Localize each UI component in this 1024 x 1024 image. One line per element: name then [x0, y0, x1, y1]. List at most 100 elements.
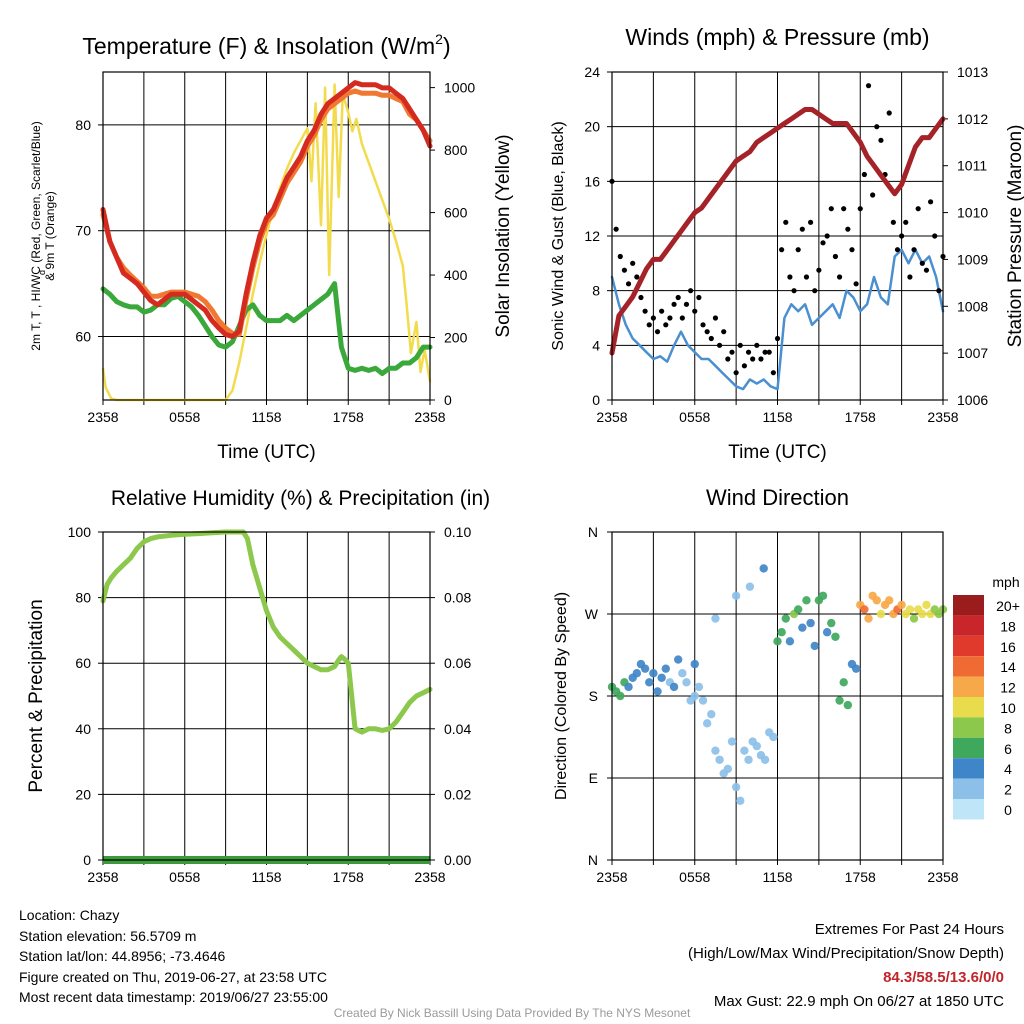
wind-direction-point	[793, 605, 803, 614]
wind-direction-point	[831, 632, 840, 641]
gust-point	[613, 226, 619, 232]
series-sonic-wind-line	[610, 248, 945, 391]
x-tick-label: 0558	[679, 409, 710, 425]
wind-direction-point	[918, 609, 927, 619]
wind-direction-point	[661, 664, 670, 673]
y2-tick-label: 0.00	[444, 852, 471, 868]
gust-point	[894, 247, 901, 253]
gust-point	[725, 356, 731, 362]
gust-point	[675, 294, 681, 301]
y-axis-label-subscript: d	[37, 270, 47, 275]
legend-swatch	[953, 697, 984, 718]
legend-label: 10	[1000, 700, 1016, 716]
chart-title: Wind Direction	[706, 485, 849, 510]
y-tick-label: 24	[584, 64, 600, 80]
legend-label: 14	[1000, 659, 1016, 675]
wind-direction-point	[785, 637, 795, 646]
gust-point	[853, 281, 859, 287]
y2-tick-label: 400	[444, 267, 468, 283]
gust-point	[688, 288, 694, 294]
max-gust-text: Max Gust: 22.9 mph On 06/27 at 1850 UTC	[713, 993, 1004, 1010]
gust-point	[659, 308, 665, 314]
wind-direction-point	[752, 741, 762, 751]
gust-point	[634, 274, 640, 280]
legend-swatch	[953, 595, 984, 616]
gust-point	[646, 322, 652, 328]
y-tick-label: 70	[75, 223, 91, 239]
gust-point	[750, 356, 756, 362]
series-relative-humidity-line	[100, 529, 433, 735]
y-axis-label-line: & 9m T (Orange)	[43, 191, 57, 281]
location-text: Location: Chazy	[19, 907, 120, 923]
x-tick-label: 1758	[845, 869, 876, 885]
y-tick-label: 0	[592, 392, 600, 408]
gust-point	[762, 349, 768, 355]
extremes-panel: Extremes For Past 24 Hours (High/Low/Max…	[688, 918, 1004, 1014]
wind-direction-point	[731, 591, 741, 600]
y-tick-label: 8	[592, 283, 600, 299]
wind-direction-point	[694, 682, 704, 692]
wind-direction-point	[698, 696, 708, 705]
latlon-text: Station lat/lon: 44.8956; -73.4646	[19, 948, 226, 964]
wind-direction-point	[715, 755, 724, 764]
gust-point	[663, 322, 669, 328]
x-tick-label: 1158	[251, 409, 281, 425]
y-tick-label: 60	[75, 329, 91, 345]
gust-point	[654, 329, 661, 335]
x-tick-label: 1158	[762, 869, 792, 885]
wind-direction-point	[678, 669, 687, 678]
y-tick-label: N	[588, 524, 598, 540]
x-tick-label: 1158	[251, 869, 281, 885]
y-tick-label: 100	[68, 524, 92, 540]
wind-direction-point	[827, 618, 836, 628]
wind-direction-point	[745, 582, 755, 591]
gust-point	[820, 240, 826, 246]
gust-point	[828, 206, 834, 212]
y2-tick-label: 800	[444, 142, 468, 158]
wind-direction-point	[860, 605, 869, 614]
x-tick-label: 0558	[169, 409, 200, 425]
x-tick-label: 2358	[414, 409, 445, 425]
wind-direction-point	[897, 600, 906, 610]
gust-point	[907, 274, 913, 280]
station-info: Location: Chazy Station elevation: 56.57…	[19, 905, 328, 1008]
legend-swatch	[953, 758, 984, 779]
wind-direction-point	[872, 596, 881, 605]
legend-label: 18	[1000, 618, 1016, 634]
wind-direction-point	[632, 669, 642, 678]
gust-point	[812, 288, 818, 294]
y2-tick-label: 1000	[444, 80, 475, 96]
gust-point	[832, 253, 839, 260]
x-tick-label: 2358	[87, 409, 118, 425]
wind-direction-point	[682, 678, 691, 687]
y-tick-label: 20	[75, 786, 91, 802]
legend-label: 8	[1004, 720, 1012, 736]
gust-point	[890, 219, 896, 225]
y2-tick-label: 0.10	[444, 524, 471, 540]
x-tick-label: 0558	[679, 869, 710, 885]
y-tick-label: 80	[75, 590, 91, 606]
gust-point	[630, 260, 636, 266]
chart-title: Relative Humidity (%) & Precipitation (i…	[111, 487, 490, 510]
legend-swatch	[953, 717, 984, 738]
legend-label: 20+	[996, 598, 1020, 614]
wind-direction-point	[707, 710, 716, 719]
gust-point	[692, 308, 698, 314]
y2-tick-label: 1009	[957, 251, 988, 267]
y-axis-label: Sonic Wind & Gust (Blue, Black)	[550, 121, 567, 350]
credit-text: Created By Nick Bassill Using Data Provi…	[333, 1006, 691, 1020]
wind-direction-point	[760, 755, 770, 764]
gust-point	[696, 294, 702, 301]
gust-point	[671, 301, 677, 307]
extremes-title: Extremes For Past 24 Hours	[814, 921, 1004, 938]
wind-direction-point	[731, 782, 741, 792]
chart-title: Winds (mph) & Pressure (mb)	[625, 24, 929, 50]
x-tick-label: 2358	[927, 869, 958, 885]
x-tick-label: 1758	[845, 409, 876, 425]
wind-direction-point	[669, 682, 679, 692]
wind-direction-point	[624, 682, 633, 692]
gust-point	[721, 329, 727, 335]
wind-direction-point	[723, 764, 733, 774]
y-tick-label: 4	[592, 337, 600, 353]
y2-tick-label: 0.08	[444, 590, 471, 606]
